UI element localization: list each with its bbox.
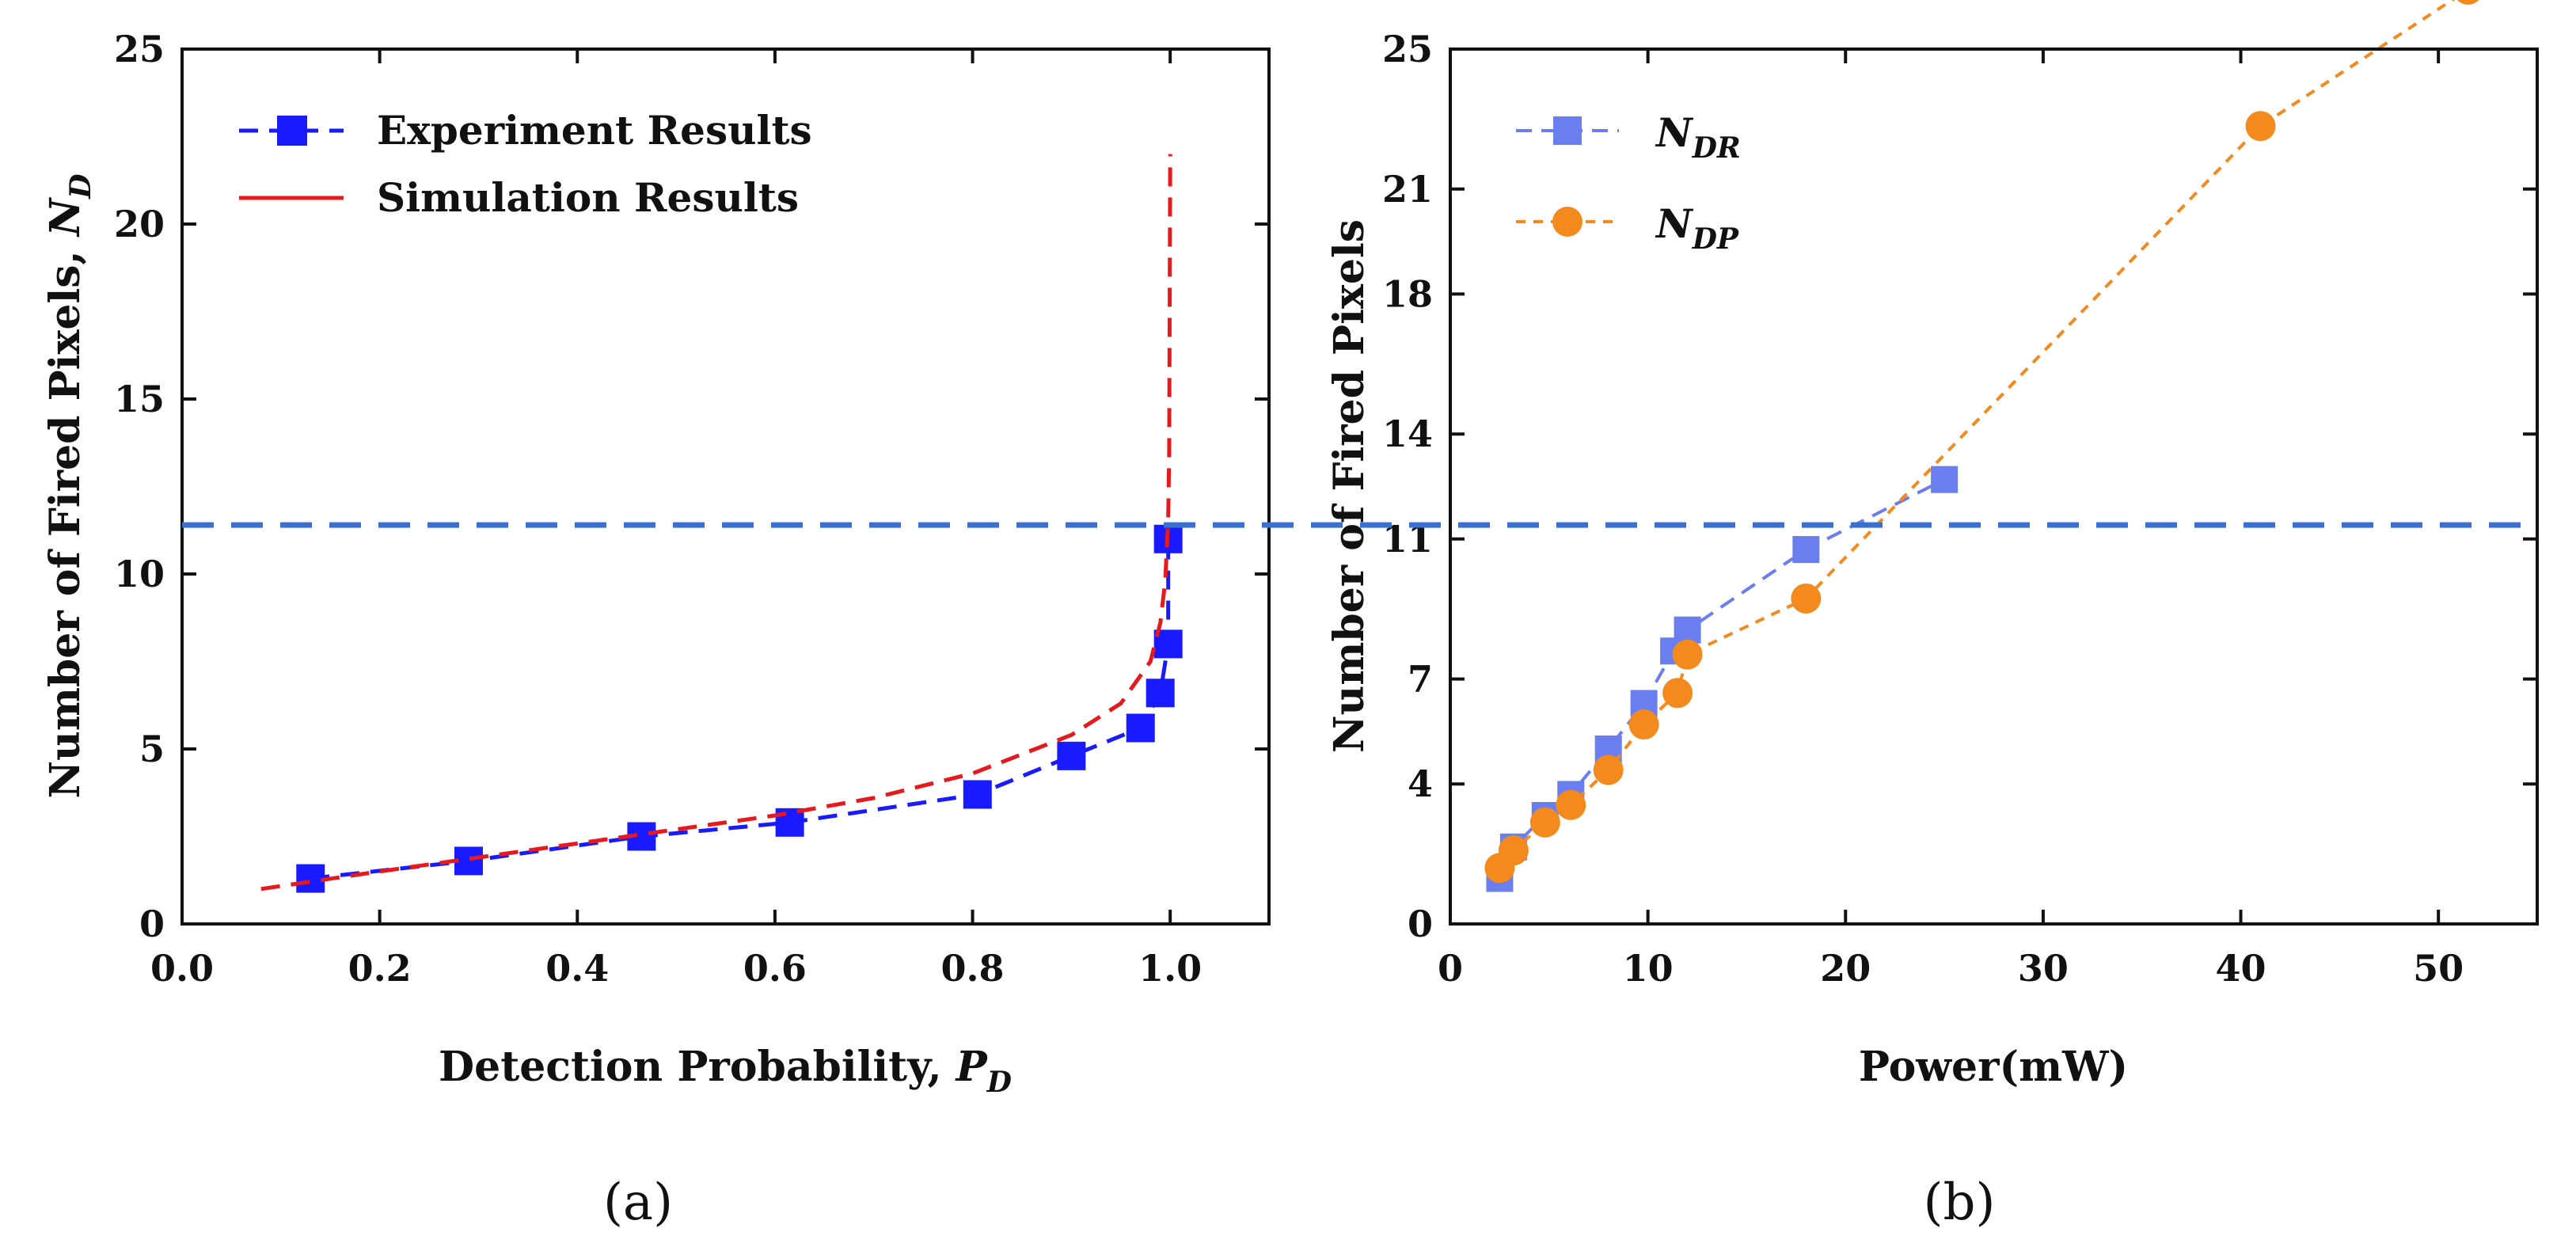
a-series-0-point [1146,679,1175,708]
a-xtick-label: 1.0 [1138,947,1202,990]
a-xtick-label: 0.4 [545,947,609,990]
chart-b-frame [1449,48,2539,926]
b-ytick-label: 4 [1408,762,1433,805]
chart-a-panel-label: (a) [603,1173,673,1232]
b-xtick-label: 40 [2216,947,2266,990]
b-ytick-label: 7 [1408,658,1433,701]
chart-a-ylabel: Number of Fired Pixels, ND [41,173,97,798]
b-series-0-point [1674,616,1701,644]
a-xtick-label: 0.2 [348,947,412,990]
legend-simulation-label: Simulation Results [377,174,799,221]
a-series-0-point [963,780,992,809]
chart-b-xlabel: Power(mW) [1859,1043,2128,1091]
b-series-1-point [1498,835,1529,866]
b-ytick-label: 0 [1408,903,1433,945]
legend-ndp-marker [1552,207,1582,237]
a-ytick-label: 5 [139,728,165,770]
b-ytick-label: 21 [1382,168,1433,211]
chart-b-ylabel: Number of Fired Pixels [1325,219,1373,753]
a-series-0-point [1126,713,1155,743]
legend-experiment-marker [277,116,307,146]
b-series-0-line [1498,477,1945,880]
b-series-1-point [1672,639,1703,670]
b-ytick-label: 14 [1382,412,1433,455]
chart-a-legend: Experiment Results Simulation Results [239,107,812,221]
b-series-1-point [1529,807,1560,838]
b-xtick-label: 0 [1438,947,1463,990]
a-series-0-line [310,538,1171,881]
legend-ndp-label: NDP [1655,200,1739,256]
a-ytick-label: 10 [114,553,165,595]
a-ytick-label: 25 [114,28,165,70]
chart-b-panel-label: (b) [1924,1173,1996,1232]
chart-a-xlabel: Detection Probability, PD [439,1043,1012,1099]
a-xtick-label: 0.8 [941,947,1005,990]
b-series-1-point [1791,583,1822,614]
b-series-1-point [1628,709,1659,740]
b-series-1-point [2456,0,2479,5]
b-xtick-label: 10 [1623,947,1674,990]
b-series-0-point [1931,466,1959,493]
b-xtick-label: 50 [2413,947,2464,990]
a-xtick-label: 0.0 [150,947,214,990]
a-ytick-label: 20 [114,203,165,245]
a-ytick-label: 15 [114,378,165,420]
b-xtick-label: 30 [2018,947,2069,990]
b-ytick-label: 25 [1382,28,1433,70]
b-ytick-label: 18 [1382,272,1433,315]
a-series-0-point [1057,741,1086,770]
chart-a-frame [180,48,1271,926]
a-series-1-line [260,154,1172,891]
a-ytick-label: 0 [139,903,165,945]
b-series-1-point [1593,755,1624,785]
a-series-0-point [296,864,325,893]
legend-experiment-label: Experiment Results [377,107,812,154]
b-series-1-point [1556,789,1586,820]
b-series-1-point [2245,111,2276,142]
chart-b-legend: NDR NDP [1516,109,1741,256]
chart-a: 0.0 0.2 0.4 0.6 0.8 1.0 0 5 10 15 20 25 Experiment … [41,28,1271,1232]
legend-ndr-label: NDR [1655,109,1741,165]
a-series-0-point [454,846,483,876]
b-xtick-label: 20 [1820,947,1871,990]
a-xtick-label: 0.6 [743,947,807,990]
b-series-1-point [1662,678,1693,709]
b-series-0-point [1792,536,1820,564]
legend-ndr-marker [1553,116,1582,145]
